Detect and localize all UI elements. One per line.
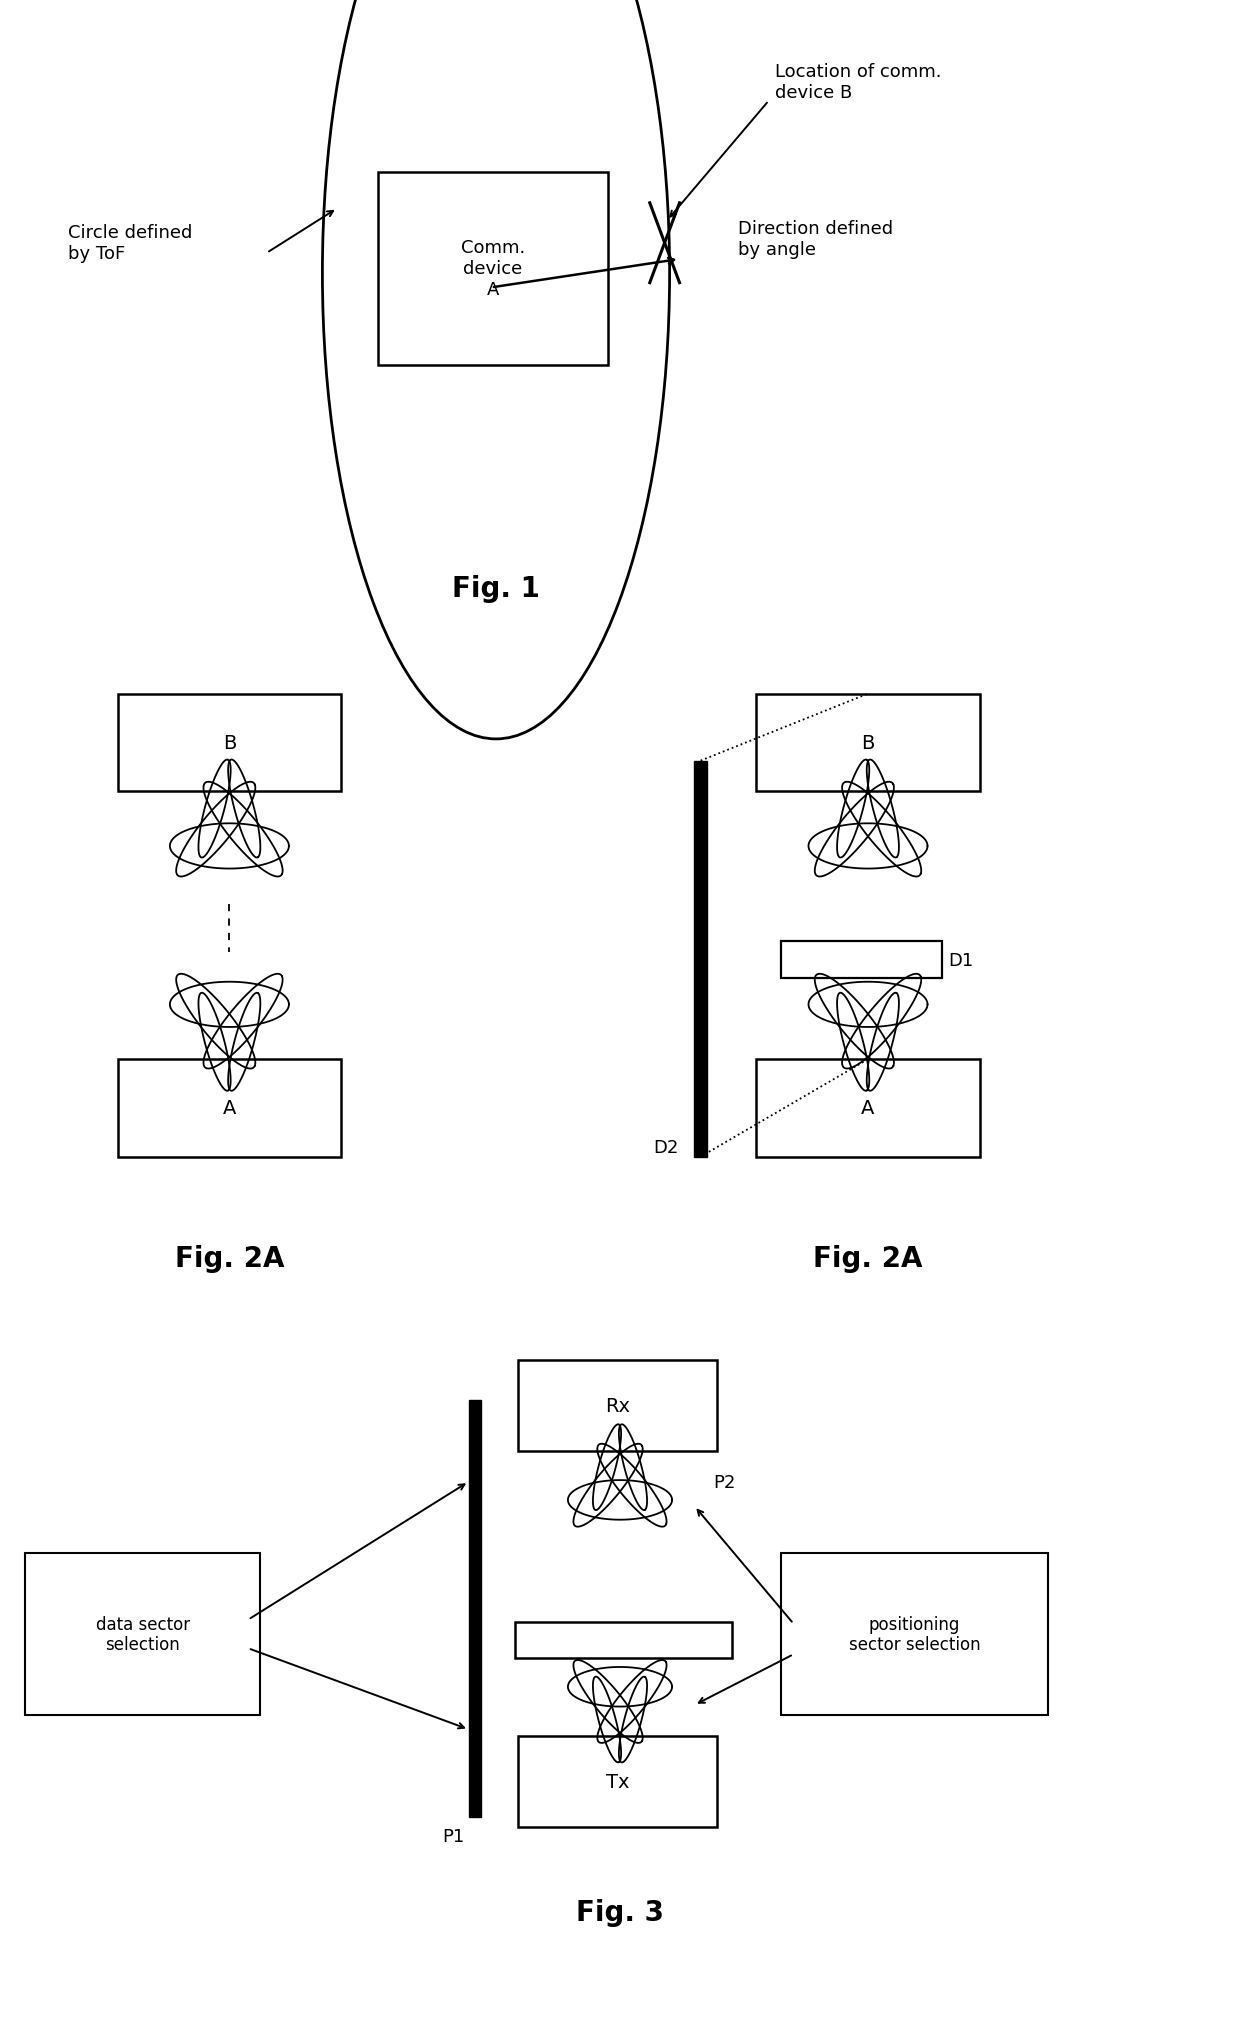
Text: B: B (223, 733, 236, 753)
Text: A: A (862, 1098, 874, 1119)
FancyBboxPatch shape (781, 1553, 1048, 1715)
Text: Fig. 2A: Fig. 2A (813, 1244, 923, 1273)
FancyBboxPatch shape (518, 1736, 717, 1827)
Text: Fig. 2A: Fig. 2A (175, 1244, 284, 1273)
Text: Circle defined
by ToF: Circle defined by ToF (68, 223, 192, 264)
Text: Direction defined
by angle: Direction defined by angle (738, 219, 893, 260)
Text: D2: D2 (653, 1139, 678, 1155)
Text: Fig. 1: Fig. 1 (453, 574, 539, 603)
FancyBboxPatch shape (515, 1622, 732, 1659)
FancyBboxPatch shape (118, 1060, 341, 1157)
Text: D1: D1 (949, 952, 973, 968)
Text: data sector
selection: data sector selection (95, 1614, 190, 1654)
Text: A: A (223, 1098, 236, 1119)
FancyBboxPatch shape (781, 942, 942, 978)
FancyBboxPatch shape (694, 761, 707, 1157)
Text: Comm.
device
A: Comm. device A (461, 240, 525, 298)
Text: Fig. 3: Fig. 3 (577, 1898, 663, 1926)
FancyBboxPatch shape (518, 1360, 717, 1451)
FancyBboxPatch shape (378, 173, 608, 365)
FancyBboxPatch shape (756, 1060, 980, 1157)
FancyBboxPatch shape (469, 1401, 481, 1817)
FancyBboxPatch shape (756, 694, 980, 792)
Text: Rx: Rx (605, 1397, 630, 1415)
Text: Tx: Tx (606, 1772, 629, 1790)
Text: B: B (862, 733, 874, 753)
Text: P1: P1 (443, 1827, 465, 1845)
Text: Location of comm.
device B: Location of comm. device B (775, 63, 941, 102)
Text: P2: P2 (713, 1474, 735, 1490)
Text: positioning
sector selection: positioning sector selection (848, 1614, 981, 1654)
FancyBboxPatch shape (118, 694, 341, 792)
FancyBboxPatch shape (25, 1553, 260, 1715)
